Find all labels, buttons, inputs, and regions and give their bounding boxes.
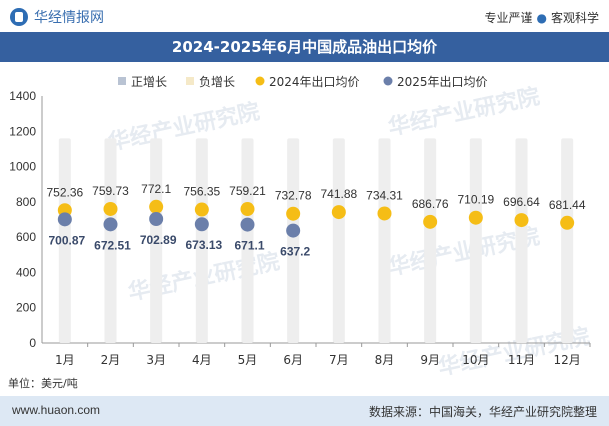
brand-name: 华经情报网 — [34, 10, 104, 26]
data-label-2024: 752.36 — [46, 185, 83, 199]
data-label-2024: 734.31 — [366, 188, 403, 202]
data-label-2025: 700.87 — [48, 233, 85, 247]
background-bar — [287, 138, 300, 343]
point-2024 — [103, 201, 118, 216]
background-bar — [332, 138, 345, 343]
y-tick-label: 800 — [16, 195, 36, 209]
logo-icon — [10, 8, 28, 26]
background-bar — [515, 138, 528, 343]
legend-label: 负增长 — [199, 75, 235, 89]
y-tick-label: 200 — [16, 301, 36, 315]
point-2024 — [423, 214, 438, 229]
data-label-2025: 672.51 — [94, 238, 131, 252]
background-bar — [241, 138, 254, 343]
point-2024 — [377, 206, 392, 221]
background-bar — [104, 138, 117, 343]
data-label-2024: 759.21 — [229, 184, 266, 198]
background-bar — [378, 138, 391, 343]
legend-label: 2024年出口均价 — [269, 75, 360, 89]
legend-swatch — [186, 77, 194, 85]
point-2024 — [149, 199, 164, 214]
point-2025 — [57, 212, 72, 227]
x-tick-label: 8月 — [375, 353, 395, 367]
x-tick-label: 2月 — [101, 353, 121, 367]
point-2024 — [560, 215, 575, 230]
y-tick-label: 1400 — [9, 89, 36, 103]
x-tick-label: 12月 — [554, 353, 581, 367]
footer-source: 数据来源：中国海关，华经产业研究院整理 — [368, 405, 597, 419]
chart-title: 2024-2025年6月中国成品油出口均价 — [0, 32, 609, 62]
background-bar — [424, 138, 437, 343]
point-2025 — [240, 217, 255, 232]
x-tick-label: 7月 — [329, 353, 349, 367]
x-tick-label: 1月 — [55, 353, 75, 367]
brand: 华经情报网 — [10, 7, 104, 27]
x-tick-label: 10月 — [462, 353, 489, 367]
y-tick-label: 600 — [16, 230, 36, 244]
x-tick-label: 6月 — [283, 353, 303, 367]
data-label-2024: 710.19 — [457, 193, 494, 207]
tagline-left: 专业严谨 — [484, 11, 533, 25]
x-tick-label: 11月 — [508, 353, 535, 367]
footer-website: www.huaon.com — [12, 403, 101, 417]
point-2025 — [286, 223, 301, 238]
background-bar — [195, 138, 208, 343]
background-bar — [469, 138, 482, 343]
point-2024 — [331, 205, 346, 220]
legend-swatch — [255, 76, 265, 86]
y-tick-label: 1200 — [9, 124, 36, 138]
data-label-2024: 759.73 — [92, 184, 129, 198]
legend-swatch — [118, 77, 126, 85]
y-tick-label: 1000 — [9, 160, 36, 174]
legend-swatch — [383, 76, 393, 86]
background-bar — [150, 138, 163, 343]
point-2025 — [103, 217, 118, 232]
x-tick-label: 4月 — [192, 353, 212, 367]
legend-label: 正增长 — [131, 75, 167, 89]
x-tick-label: 3月 — [146, 353, 166, 367]
x-tick-label: 9月 — [420, 353, 440, 367]
data-label-2024: 686.76 — [412, 197, 449, 211]
data-label-2025: 673.13 — [185, 238, 222, 252]
point-2024 — [514, 213, 529, 228]
background-bar — [561, 138, 574, 343]
data-label-2025: 671.1 — [234, 239, 264, 253]
data-label-2025: 702.89 — [140, 233, 177, 247]
tagline: 专业严谨 ● 客观科学 — [484, 9, 599, 26]
dot-icon: ● — [536, 11, 547, 25]
data-label-2024: 741.88 — [320, 187, 357, 201]
data-label-2024: 732.78 — [275, 189, 312, 203]
legend-label: 2025年出口均价 — [397, 75, 488, 89]
data-label-2024: 681.44 — [549, 198, 586, 212]
data-label-2025: 637.2 — [280, 245, 310, 259]
point-2025 — [194, 217, 209, 232]
tagline-right: 客观科学 — [550, 11, 599, 25]
point-2024 — [286, 206, 301, 221]
watermark-1: 华经产业研究院 — [386, 83, 542, 140]
y-tick-label: 0 — [29, 336, 36, 350]
footer: www.huaon.com 数据来源：中国海关，华经产业研究院整理 — [0, 396, 609, 426]
data-label-2024: 696.64 — [503, 195, 540, 209]
x-tick-label: 5月 — [238, 353, 258, 367]
data-label-2024: 772.1 — [141, 182, 171, 196]
y-tick-label: 400 — [16, 265, 36, 279]
top-bar: 华经情报网 专业严谨 ● 客观科学 — [0, 0, 609, 32]
watermark-0: 华经产业研究院 — [106, 98, 262, 155]
background-bar — [58, 138, 71, 343]
point-2024 — [468, 210, 483, 225]
point-2024 — [194, 202, 209, 217]
point-2025 — [149, 211, 164, 226]
unit-label: 单位：美元/吨 — [8, 377, 78, 390]
data-label-2024: 756.35 — [183, 185, 220, 199]
point-2024 — [240, 202, 255, 217]
